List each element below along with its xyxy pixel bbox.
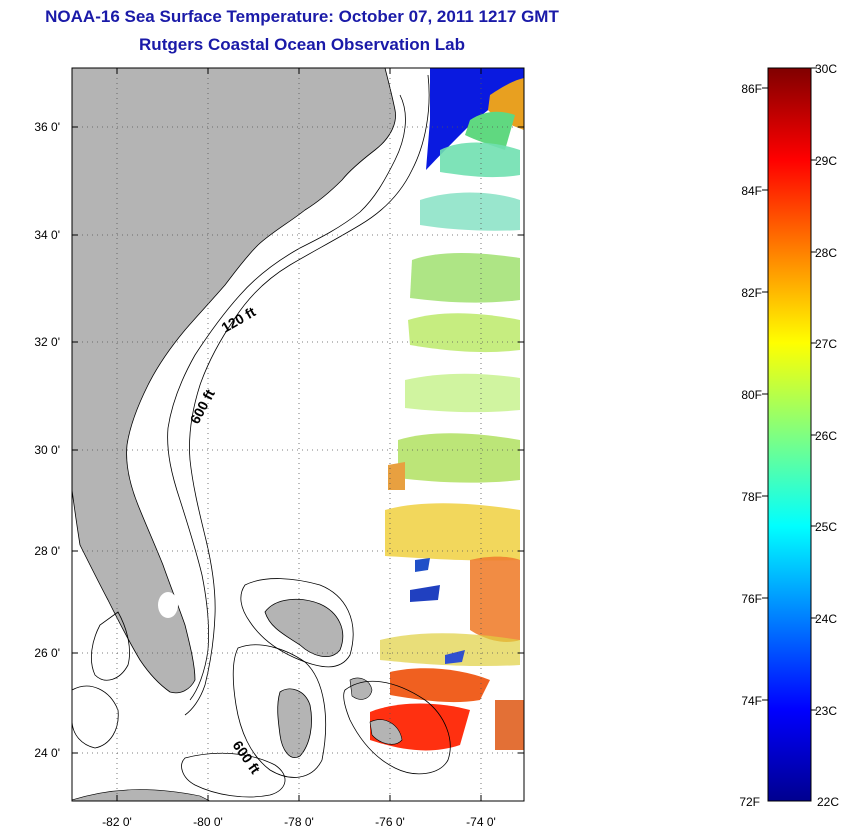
colorbar-c-label: 29C <box>815 154 837 168</box>
colorbar-c-label: 26C <box>815 429 837 443</box>
colorbar: 86F 84F 82F 80F 78F 76F 74F 72F 30C 29C … <box>739 62 839 809</box>
colorbar-c-label: 25C <box>815 520 837 534</box>
lon-tick-label: -82 0' <box>102 815 132 829</box>
bathymetry-contours <box>72 74 451 798</box>
contour-label-120ft: 120 ft <box>219 303 259 335</box>
lon-tick-label: -74 0' <box>466 815 496 829</box>
contour-label-600ft-south: 600 ft <box>230 738 264 777</box>
us-mainland <box>72 68 396 694</box>
colorbar-c-label: 30C <box>815 62 837 76</box>
colorbar-f-label: 74F <box>741 694 762 708</box>
graticule <box>72 68 524 801</box>
colorbar-c-label: 28C <box>815 246 837 260</box>
colorbar-f-label: 82F <box>741 286 762 300</box>
lon-tick-label: -80 0' <box>193 815 223 829</box>
colorbar-c-label: 23C <box>815 704 837 718</box>
lat-tick-label: 30 0' <box>34 443 60 457</box>
land <box>72 68 403 801</box>
colorbar-gradient <box>767 67 812 802</box>
colorbar-f-label: 84F <box>741 184 762 198</box>
lat-tick-label: 36 0' <box>34 120 60 134</box>
lat-tick-label: 26 0' <box>34 646 60 660</box>
lat-tick-label: 28 0' <box>34 544 60 558</box>
colorbar-c-label: 22C <box>817 795 839 809</box>
lon-tick-label: -76 0' <box>375 815 405 829</box>
andros-island <box>277 688 312 758</box>
lat-tick-label: 32 0' <box>34 335 60 349</box>
lat-tick-label: 34 0' <box>34 228 60 242</box>
lat-tick-label: 24 0' <box>34 746 60 760</box>
colorbar-c-label: 27C <box>815 337 837 351</box>
lon-tick-label: -78 0' <box>284 815 314 829</box>
contour-120ft <box>167 94 406 701</box>
colorbar-f-label: 76F <box>741 592 762 606</box>
colorbar-f-label: 80F <box>741 388 762 402</box>
colorbar-f-label: 78F <box>741 490 762 504</box>
colorbar-f-label: 72F <box>739 795 760 809</box>
sst-data-swath <box>370 68 524 751</box>
great-bahama-bank <box>264 598 344 657</box>
map-frame <box>71 67 525 802</box>
axis-ticks <box>72 68 524 801</box>
map-subtitle: Rutgers Coastal Ocean Observation Lab <box>139 35 465 54</box>
colorbar-f-label: 86F <box>741 82 762 96</box>
contour-600ft <box>184 74 430 716</box>
contour-label-600ft-north: 600 ft <box>187 386 218 426</box>
colorbar-c-label: 24C <box>815 612 837 626</box>
map-title: NOAA-16 Sea Surface Temperature: October… <box>45 7 559 26</box>
